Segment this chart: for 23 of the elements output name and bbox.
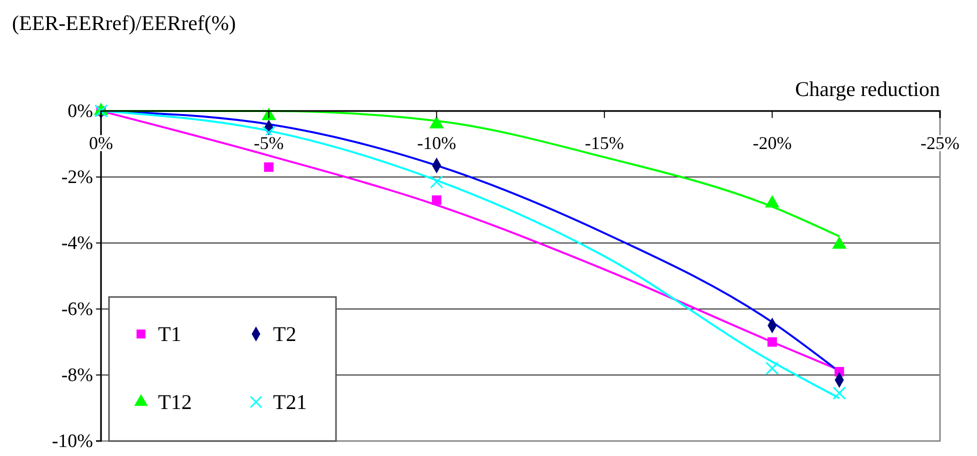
x-tick-label: -5% <box>254 133 284 153</box>
y-tick-label: -6% <box>61 299 94 320</box>
point <box>430 175 444 189</box>
legend-label: T21 <box>273 390 307 414</box>
y-tick-label: -8% <box>61 365 94 386</box>
x-axis-title: Charge reduction <box>795 77 940 101</box>
legend-label: T12 <box>158 390 192 414</box>
point <box>766 362 779 375</box>
y-tick-label: -2% <box>61 167 94 188</box>
x-tick-label: -15% <box>584 133 624 153</box>
point <box>767 337 777 347</box>
y-tick-label: -4% <box>61 233 94 254</box>
point <box>432 195 442 205</box>
y-axis-title: (EER-EERref)/EERref(%) <box>12 11 236 35</box>
y-tick-label: 0% <box>68 101 94 122</box>
y-tick-label: -10% <box>52 431 94 452</box>
legend-label: T2 <box>273 322 296 346</box>
x-tick-label: -10% <box>417 133 456 153</box>
x-tick-label: -20% <box>752 133 792 153</box>
legend-label: T1 <box>158 322 182 346</box>
point <box>264 162 274 172</box>
point <box>832 386 846 400</box>
x-tick-label: -25% <box>920 133 960 153</box>
